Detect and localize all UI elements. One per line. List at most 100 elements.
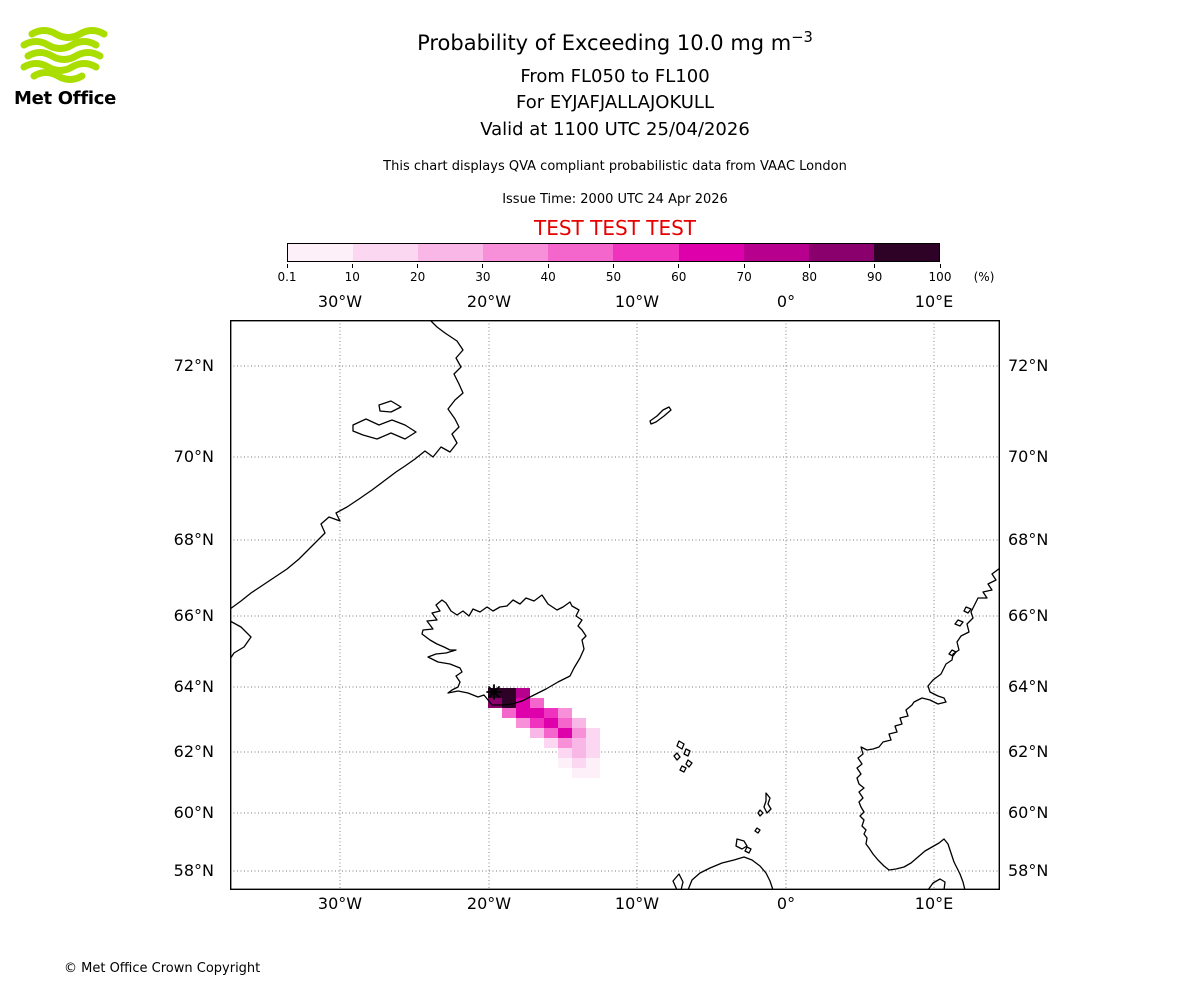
lat-label-left: 66°N (173, 606, 214, 625)
issue-time: Issue Time: 2000 UTC 24 Apr 2026 (502, 192, 728, 207)
plume-cell (558, 708, 572, 718)
lat-label-right: 70°N (1008, 447, 1049, 466)
plume-cell (572, 748, 586, 758)
colorbar-tickmark (547, 264, 549, 268)
plume-cell (544, 718, 558, 728)
gridlines-layer (230, 320, 1000, 890)
colorbar-segment (418, 244, 484, 261)
colorbar-tick-label: 90 (867, 270, 883, 284)
logo-wave-4 (20, 60, 100, 74)
logo-wave-5 (30, 69, 86, 83)
lon-label-top: 0° (776, 292, 796, 311)
colorbar-segment (678, 244, 744, 261)
colorbar-ticks: 0.1 10 20 30 40 50 60 70 80 90 100 (277, 243, 951, 284)
coastlines-layer (230, 320, 1000, 890)
colorbar-segment (483, 244, 549, 261)
colorbar-segment (808, 244, 874, 261)
greenland-coastline (230, 320, 464, 610)
logo-wave-1 (28, 27, 108, 41)
colorbar-tickmark (939, 264, 941, 268)
colorbar-tick-label: 60 (671, 270, 687, 284)
plume-cell (586, 748, 600, 758)
lat-label-right: 66°N (1008, 606, 1049, 625)
greenland-fjord-islands (352, 400, 417, 440)
colorbar-tick-label: 0.1 (277, 270, 297, 284)
norway-coastal-islands (948, 606, 972, 657)
plume-cell (572, 718, 586, 728)
plume-cell (516, 718, 530, 728)
lon-label-bottom: 20°W (466, 894, 512, 913)
plume-cell (530, 718, 544, 728)
lon-label-top: 30°W (317, 292, 363, 311)
plume-cell (516, 708, 530, 718)
lat-label-right: 64°N (1008, 677, 1049, 696)
map-border (230, 320, 1000, 890)
plume-cell (572, 768, 586, 778)
plume-cell (572, 758, 586, 768)
colorbar-tickmark (286, 264, 288, 268)
plume-cell (502, 708, 516, 718)
plume-cell (558, 738, 572, 748)
orkney-islands (735, 838, 752, 854)
plume-cell (530, 698, 544, 708)
faroe-islands (673, 740, 693, 773)
lat-label-left: 58°N (173, 861, 214, 880)
map-svg (230, 320, 1000, 890)
scotland-coastline (672, 856, 774, 890)
colorbar-tickmark (874, 264, 876, 268)
chart-subtitle-valid-time: Valid at 1100 UTC 25/04/2026 (480, 119, 750, 140)
plume-cell (586, 768, 600, 778)
lat-label-right: 60°N (1008, 803, 1049, 822)
chart-description: This chart displays QVA compliant probab… (383, 159, 847, 174)
plume-cell (530, 728, 544, 738)
greenland-south-coast (230, 620, 252, 660)
lon-label-bottom: 0° (776, 894, 796, 913)
colorbar: 0.1 10 20 30 40 50 60 70 80 90 100 (%) (277, 243, 994, 284)
lat-label-left: 64°N (173, 677, 214, 696)
colorbar-tick-label: 50 (605, 270, 622, 284)
plume-cell (586, 738, 600, 748)
colorbar-tickmark (678, 264, 680, 268)
jan-mayen-island (649, 406, 672, 425)
colorbar-segment (353, 244, 419, 261)
plume-cell (502, 698, 516, 708)
chart-title-text: Probability of Exceeding 10.0 mg m (417, 31, 792, 55)
shetland-islands (754, 792, 772, 834)
chart-subtitle-volcano: For EYJAFJALLAJOKULL (516, 92, 714, 113)
colorbar-tickmark (613, 264, 614, 268)
lon-label-bottom: 10°E (914, 894, 954, 913)
plume-cell (544, 728, 558, 738)
chart-title-exponent: −3 (791, 29, 813, 46)
colorbar-segments (287, 243, 940, 262)
lon-label-top: 20°W (466, 292, 512, 311)
colorbar-tickmark (482, 264, 484, 268)
colorbar-tick-label: 100 (928, 270, 952, 284)
colorbar-segment (743, 244, 809, 261)
lon-label-top: 10°W (614, 292, 660, 311)
colorbar-segment (873, 244, 939, 261)
lat-label-left: 72°N (173, 356, 214, 375)
lat-label-right: 72°N (1008, 356, 1049, 375)
met-office-logo (20, 27, 108, 83)
lat-label-right: 58°N (1008, 861, 1049, 880)
lat-label-right: 62°N (1008, 742, 1049, 761)
lat-label-left: 62°N (173, 742, 214, 761)
lat-label-left: 68°N (173, 530, 214, 549)
plume-cell (544, 738, 558, 748)
plume-cell (558, 758, 572, 768)
plume-cell (530, 708, 544, 718)
volcano-marker (486, 684, 502, 700)
logo-wave-3 (24, 49, 104, 63)
denmark-coastline (927, 878, 946, 890)
plume-cell (488, 698, 502, 708)
colorbar-tickmark (351, 264, 353, 268)
colorbar-tickmark (743, 264, 745, 268)
lon-label-bottom: 30°W (317, 894, 363, 913)
chart-title: Probability of Exceeding 10.0 mg m−3 (30, 29, 1200, 55)
lat-label-left: 60°N (173, 803, 214, 822)
plume-cell (572, 728, 586, 738)
colorbar-segment (613, 244, 679, 261)
colorbar-tick-label: 70 (736, 270, 752, 284)
plume-cell (516, 698, 530, 708)
plume-cell (558, 748, 572, 758)
